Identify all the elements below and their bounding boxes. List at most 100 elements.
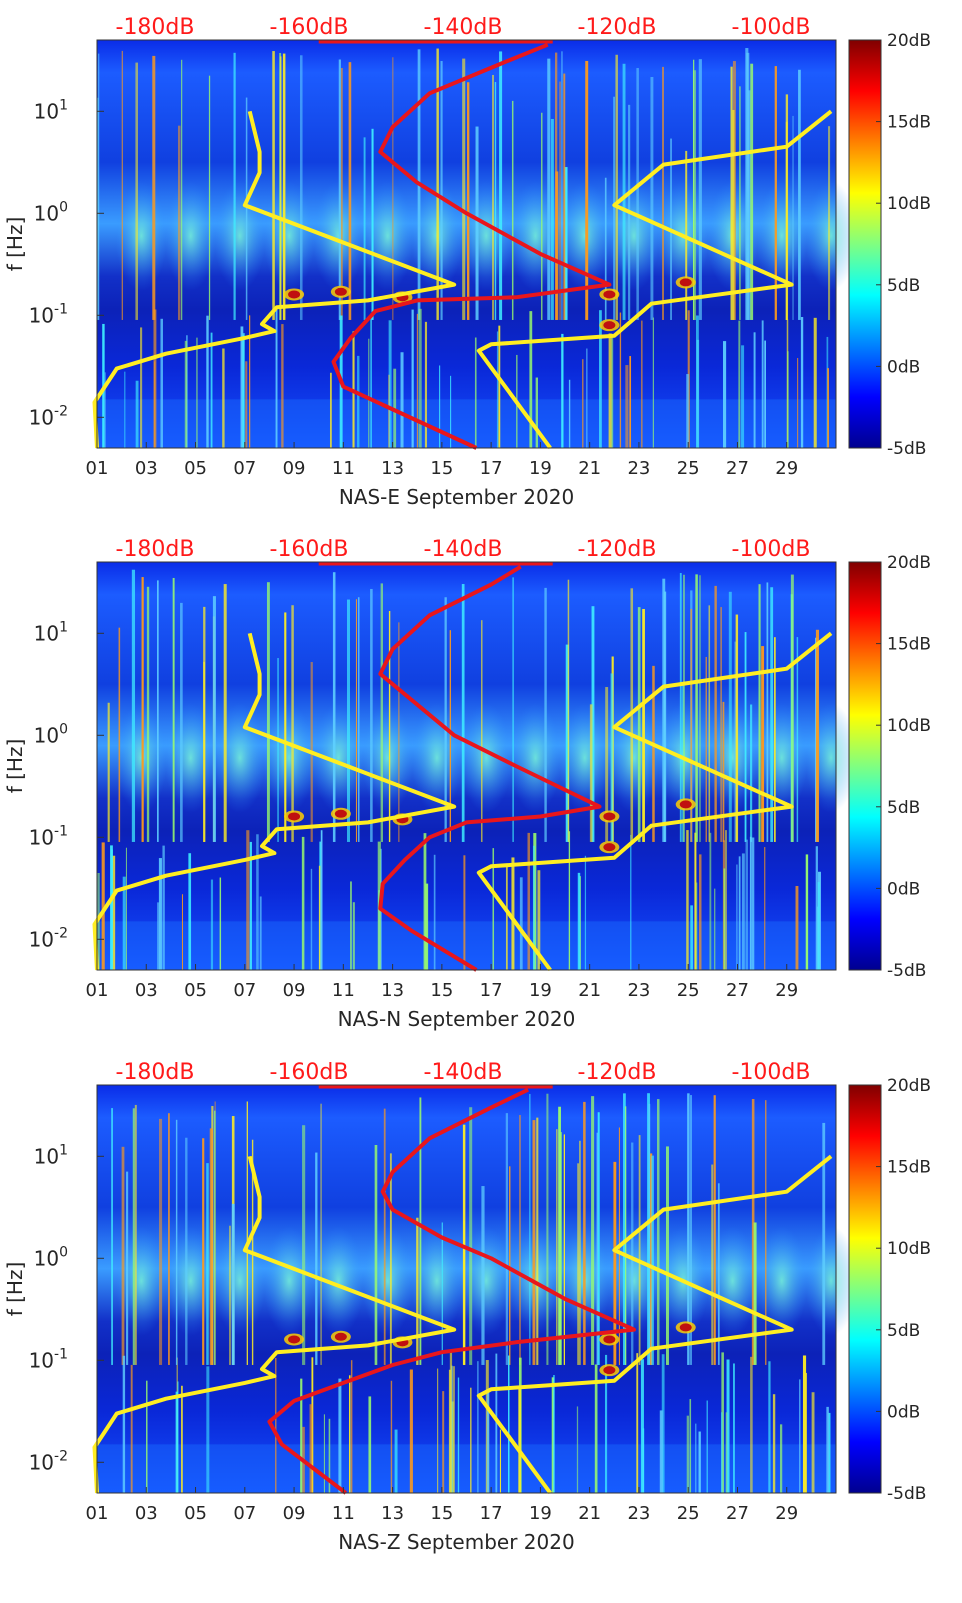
colorbar-label: 15dB — [887, 1158, 931, 1178]
activity-blob — [361, 180, 414, 291]
signal-streak — [219, 877, 222, 970]
colorbar: 20dB 15dB 10dB 5dB 0dB -5dB — [848, 31, 931, 459]
signal-streak — [134, 1104, 137, 1365]
signal-streak — [168, 1113, 170, 1365]
signal-streak — [383, 1108, 386, 1365]
y-tick-label: 101 — [34, 1142, 68, 1168]
peak-core — [603, 1335, 616, 1344]
x-axis-label: NAS-N September 2020 — [338, 1007, 576, 1031]
x-tick-label: 09 — [283, 458, 306, 479]
y-tick-base: 10 — [29, 825, 54, 849]
signal-streak — [811, 1392, 815, 1493]
signal-streak — [532, 1120, 536, 1365]
signal-streak — [605, 687, 609, 842]
x-tick-label: 09 — [283, 980, 306, 1001]
signal-streak — [615, 54, 618, 320]
signal-streak — [301, 836, 305, 970]
signal-streak — [797, 358, 799, 448]
db-scale-label: -140dB — [424, 1060, 503, 1085]
signal-streak — [541, 112, 543, 320]
colorbar-label: 15dB — [887, 113, 931, 133]
signal-streak — [188, 853, 192, 970]
activity-blob — [263, 1225, 316, 1336]
y-tick-label: 10-1 — [29, 823, 68, 849]
activity-blob — [410, 1225, 463, 1336]
y-tick-base: 10 — [29, 303, 54, 327]
signal-streak — [409, 1369, 413, 1493]
signal-streak — [492, 74, 494, 320]
signal-streak — [659, 1410, 663, 1493]
signal-streak — [496, 331, 499, 448]
signal-streak — [822, 1122, 826, 1365]
activity-blob — [361, 1225, 414, 1336]
signal-streak — [611, 335, 614, 448]
signal-streak — [181, 1385, 183, 1493]
activity-blob — [312, 1225, 365, 1336]
signal-streak — [802, 1355, 807, 1493]
noise-model-curve-2 — [476, 1154, 833, 1495]
signal-streak — [761, 320, 764, 448]
signal-streak — [160, 318, 163, 448]
signal-streak — [418, 308, 422, 448]
x-tick-label: 19 — [529, 458, 552, 479]
y-tick-exponent: -1 — [54, 301, 68, 317]
signal-streak — [519, 877, 523, 970]
signal-streak — [662, 66, 664, 320]
signal-streak — [457, 1377, 460, 1493]
signal-streak — [394, 1429, 398, 1493]
y-tick-label: 10-1 — [29, 301, 68, 327]
signal-streak — [146, 586, 150, 842]
x-tick-label: 01 — [86, 980, 109, 1001]
signal-streak — [641, 320, 643, 448]
signal-streak — [741, 345, 745, 448]
signal-streak — [352, 902, 355, 970]
noise-model-curve-1 — [92, 1155, 457, 1494]
colorbar-gradient-bar — [848, 561, 882, 971]
signal-streak — [348, 62, 352, 320]
signal-streak — [511, 857, 515, 970]
y-tick-exponent: -2 — [54, 1448, 68, 1464]
signal-streak — [640, 1359, 644, 1493]
signal-streak — [130, 1364, 133, 1493]
y-tick-exponent: 0 — [59, 1244, 68, 1260]
activity-blob — [263, 180, 316, 291]
x-axis: 01 03 05 07 09 11 13 15 17 19 21 23 25 27 29 NAS-E Sept… — [86, 442, 798, 509]
signal-streak — [692, 70, 697, 320]
signal-streak — [350, 881, 352, 970]
signal-streak — [805, 854, 809, 970]
signal-streak — [158, 858, 162, 970]
signal-streak — [282, 53, 286, 320]
signal-streak — [389, 1153, 392, 1365]
signal-streak — [695, 574, 698, 842]
signal-streak — [652, 665, 655, 842]
peak-core — [288, 1335, 301, 1344]
signal-streak — [231, 1203, 235, 1365]
signal-streak — [649, 1153, 653, 1365]
y-tick-label: 10-2 — [29, 403, 68, 429]
signal-streak — [259, 896, 262, 970]
db-scale-label: -100dB — [732, 15, 811, 40]
signal-streak — [764, 340, 767, 448]
signal-streak — [279, 56, 282, 320]
signal-streak — [461, 584, 465, 842]
signal-streak — [690, 905, 693, 970]
signal-streak — [328, 1418, 331, 1493]
signal-streak — [748, 90, 751, 320]
signal-streak — [272, 51, 275, 320]
signal-streak — [121, 1146, 125, 1365]
peak-core — [288, 290, 301, 299]
signal-streak — [529, 1093, 531, 1365]
signal-streak — [529, 311, 533, 448]
signal-streak — [563, 1134, 565, 1365]
signal-streak — [329, 372, 332, 448]
y-tick-label: 100 — [34, 721, 68, 747]
noise-model-curve-2 — [476, 109, 833, 450]
signal-streak — [625, 365, 629, 448]
signal-streak — [505, 1113, 508, 1365]
activity-blob — [213, 702, 266, 813]
y-tick-base: 10 — [29, 1450, 54, 1474]
x-tick-label: 11 — [332, 980, 355, 1001]
y-tick-exponent: 1 — [59, 1142, 68, 1158]
